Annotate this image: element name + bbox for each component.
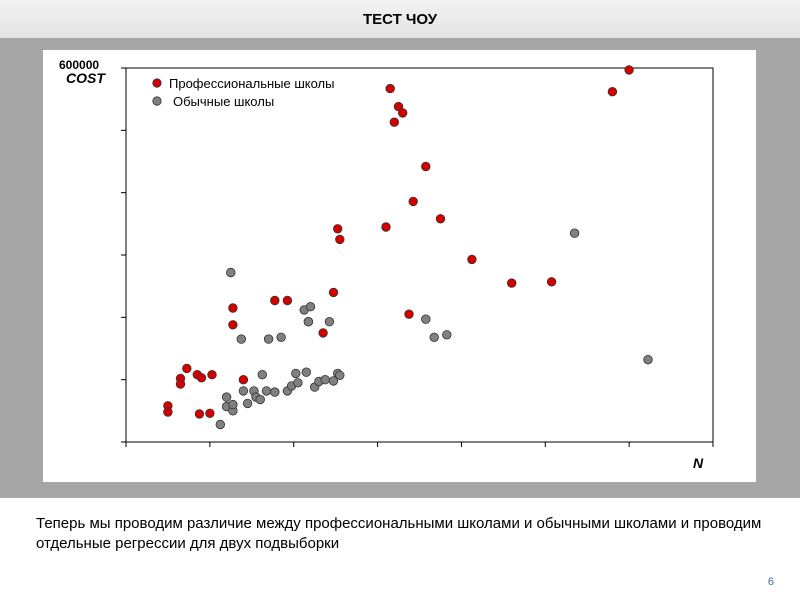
point-regular — [221, 392, 232, 402]
point-professional — [607, 87, 618, 97]
point-professional — [467, 254, 477, 265]
slide-title: ТЕСТ ЧОУ — [362, 10, 438, 28]
point-regular — [328, 376, 339, 386]
point-professional — [546, 277, 557, 287]
point-professional — [205, 408, 215, 419]
point-regular — [242, 398, 253, 409]
point-regular — [215, 419, 226, 430]
point-professional — [207, 370, 217, 380]
point-professional — [404, 309, 414, 319]
point-professional — [421, 161, 431, 172]
point-professional — [270, 295, 280, 306]
point-professional — [435, 214, 446, 224]
point-regular — [238, 386, 249, 396]
point-regular — [643, 355, 653, 365]
legend-label-regular: Обычные школы — [173, 94, 274, 109]
point-professional — [175, 379, 186, 389]
point-regular — [228, 399, 238, 410]
point-professional — [381, 222, 391, 232]
scatter-chart: 600000 COST N Профессиональные школы Обы… — [59, 58, 714, 471]
point-regular — [429, 332, 439, 343]
plot-area-border — [125, 67, 714, 443]
point-professional — [624, 65, 634, 75]
x-axis-label: N — [693, 455, 704, 471]
point-regular — [255, 394, 265, 405]
y-axis-label: COST — [66, 70, 106, 86]
point-regular — [257, 370, 268, 380]
point-professional — [194, 409, 205, 419]
point-regular — [324, 317, 335, 327]
point-professional — [163, 407, 173, 417]
point-professional — [196, 373, 207, 383]
legend: Профессиональные школы Обычные школы — [152, 76, 335, 109]
point-regular — [421, 314, 431, 324]
point-regular — [236, 334, 247, 344]
point-professional — [408, 196, 418, 207]
slide-caption: Теперь мы проводим различие между профес… — [36, 515, 762, 552]
page-number: 6 — [767, 576, 774, 588]
point-professional — [238, 375, 249, 385]
point-professional — [335, 234, 345, 245]
point-professional — [333, 224, 343, 234]
point-regular — [301, 367, 312, 377]
point-professional — [228, 320, 238, 330]
y-tick-label: 600000 — [59, 58, 99, 72]
point-professional — [282, 295, 293, 306]
point-regular — [335, 370, 345, 381]
point-professional — [328, 287, 339, 298]
point-regular — [305, 302, 316, 312]
point-regular — [263, 334, 274, 344]
point-regular — [442, 330, 452, 340]
point-regular — [303, 317, 314, 327]
point-regular — [320, 375, 330, 385]
point-regular — [291, 368, 301, 379]
chart-panel: 600000 COST N Профессиональные школы Обы… — [43, 50, 756, 482]
legend-marker-regular — [152, 96, 162, 106]
point-regular — [261, 386, 272, 396]
point-regular — [270, 387, 280, 397]
point-professional — [182, 363, 192, 374]
point-regular — [569, 228, 580, 238]
point-professional — [389, 117, 400, 127]
point-regular — [276, 332, 286, 343]
point-professional — [507, 278, 517, 288]
legend-label-professional: Профессиональные школы — [169, 76, 335, 91]
point-regular — [293, 378, 303, 388]
point-professional — [398, 108, 408, 118]
slide-header: ТЕСТ ЧОУ — [0, 0, 800, 39]
point-professional — [385, 83, 395, 94]
point-professional — [228, 303, 238, 313]
point-regular — [226, 267, 236, 278]
legend-marker-professional — [152, 78, 162, 88]
point-professional — [318, 328, 328, 338]
